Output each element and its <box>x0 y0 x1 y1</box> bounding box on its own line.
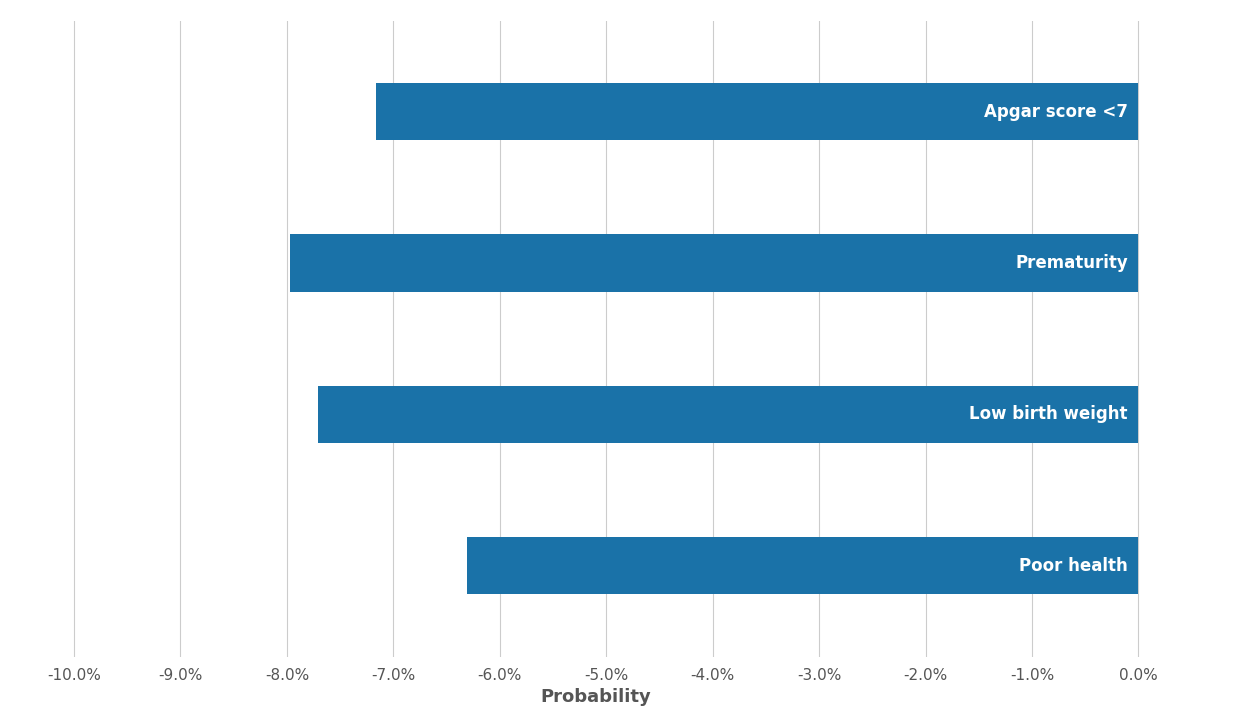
Text: Poor health: Poor health <box>1019 557 1128 574</box>
Text: -7.16%: -7.16% <box>1151 103 1215 121</box>
Bar <box>290 234 1138 292</box>
Text: Low birth weight: Low birth weight <box>970 406 1128 423</box>
Text: Apgar score <7: Apgar score <7 <box>983 103 1128 121</box>
Bar <box>377 83 1138 140</box>
Text: Prematurity: Prematurity <box>1016 254 1128 272</box>
Text: -6.31%: -6.31% <box>1151 557 1215 574</box>
Text: -7.97%: -7.97% <box>1151 254 1216 272</box>
X-axis label: Probability: Probability <box>541 688 651 706</box>
Bar <box>317 385 1138 443</box>
Bar <box>466 537 1138 595</box>
Text: -7.71%: -7.71% <box>1151 406 1216 423</box>
